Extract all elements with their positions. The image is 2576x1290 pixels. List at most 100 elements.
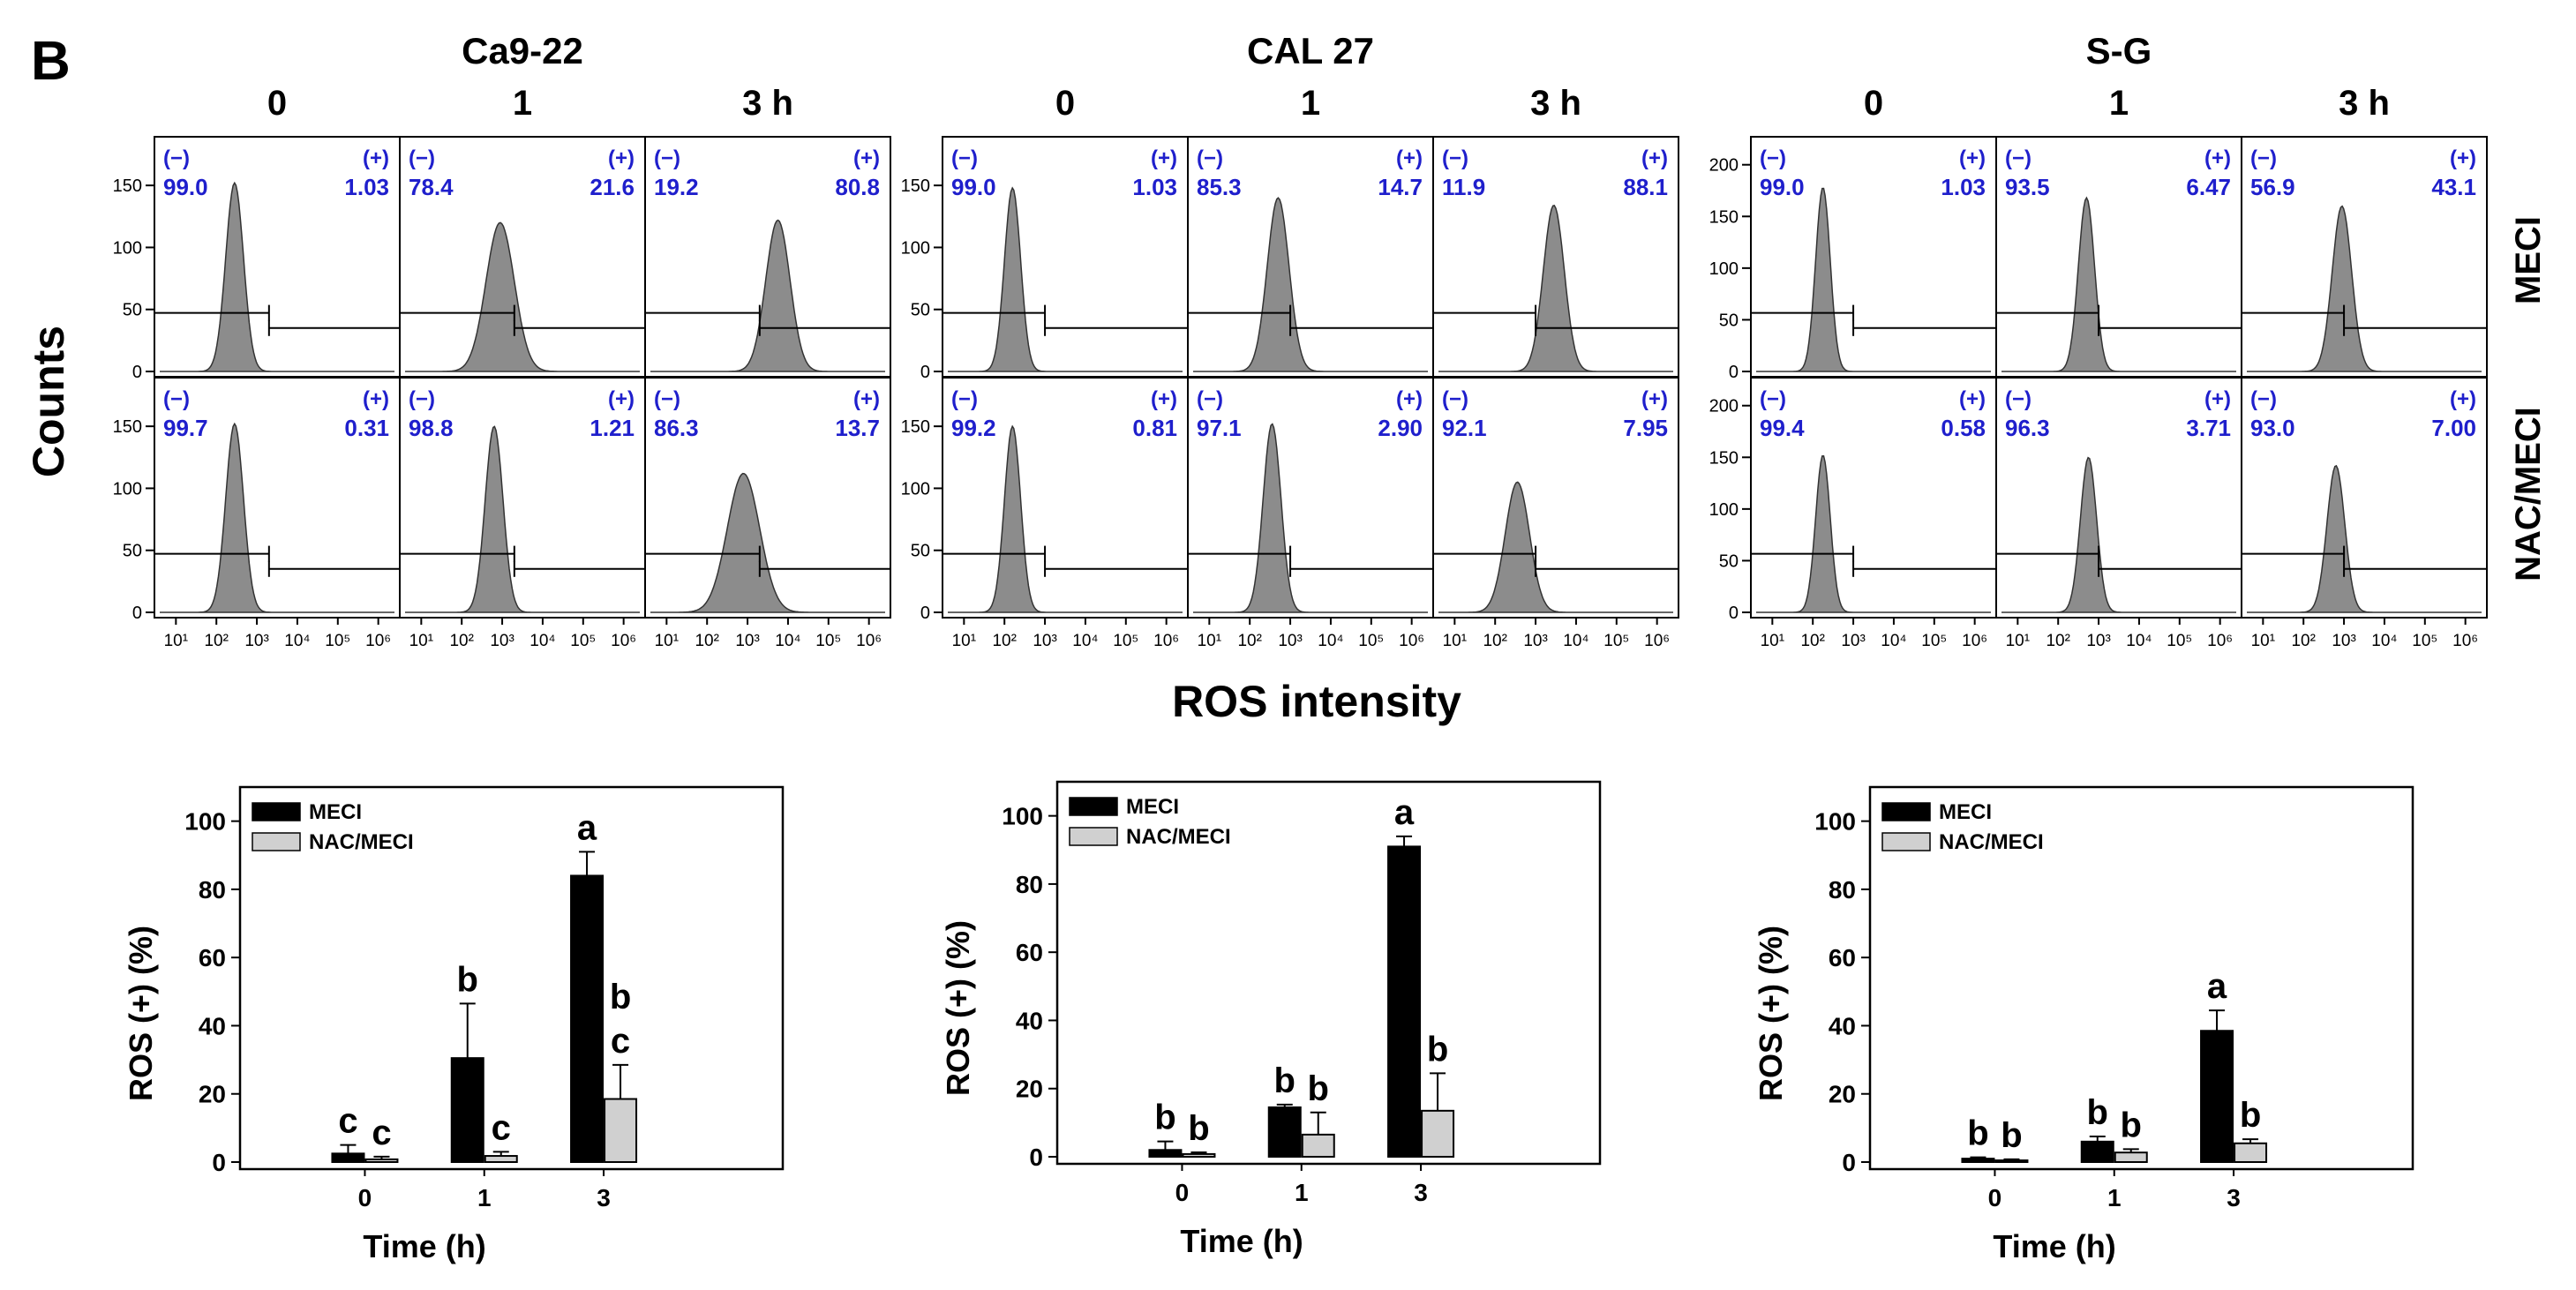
positive-percent: 88.1 (1623, 174, 1668, 200)
y-tick-label: 50 (1719, 311, 1739, 330)
negative-percent: 99.2 (951, 415, 996, 441)
y-tick-label: 150 (113, 176, 142, 196)
x-tick-label: 10⁴ (1563, 632, 1588, 650)
time-label: 3 h (1530, 84, 1581, 123)
negative-percent: 19.2 (654, 174, 699, 200)
significance-letter: b (1154, 1099, 1175, 1137)
negative-percent: 11.9 (1442, 174, 1485, 200)
y-tick-label: 40 (1016, 1007, 1043, 1034)
x-tick-label: 10³ (2086, 632, 2110, 650)
x-tick-label: 10⁵ (1113, 632, 1138, 650)
positive-percent: 1.03 (344, 174, 389, 200)
significance-letter: b (1274, 1061, 1296, 1100)
bar (2080, 1140, 2114, 1164)
y-tick-label: 0 (212, 1149, 226, 1176)
histogram-panel: (−) (+) 99.2 0.81 10¹ 10² 10³ 10⁴ 10⁵ 10⁶ (942, 377, 1189, 650)
x-tick-label: 1 (1295, 1179, 1309, 1206)
legend-label: NAC/MECI (309, 830, 414, 854)
significance-letter: a (2207, 967, 2227, 1006)
histogram-panel: (−) (+) 11.9 88.1 (1432, 136, 1679, 378)
x-tick-label: 10¹ (1761, 632, 1784, 650)
significance-letter: b (2121, 1106, 2142, 1144)
panel-frame (154, 377, 401, 619)
significance-letter: b (2087, 1093, 2108, 1132)
significance-letter: b (1308, 1069, 1329, 1108)
negative-percent: 93.5 (2005, 174, 2050, 200)
negative-percent: 93.0 (2250, 415, 2295, 441)
significance-letter: b (1188, 1109, 1209, 1148)
chart-frame (238, 785, 785, 1171)
x-tick-label: 10⁴ (775, 632, 800, 650)
positive-percent: 1.03 (1132, 174, 1177, 200)
positive-percent: 0.58 (1941, 415, 1986, 441)
x-tick-label: 10⁴ (1072, 632, 1098, 650)
x-tick-label: 10⁵ (570, 632, 596, 650)
gate-neg-label: (−) (1197, 387, 1223, 411)
x-tick-label: 3 (597, 1184, 611, 1211)
significance-letter: a (1394, 793, 1415, 832)
positive-percent: 7.95 (1623, 415, 1668, 441)
histogram-panel: (−) (+) 78.4 21.6 (399, 136, 646, 378)
panel-frame (644, 377, 891, 619)
x-tick-label: 10⁶ (2452, 632, 2478, 650)
negative-percent: 98.8 (409, 415, 454, 441)
y-axis-label: ROS (+) (%) (123, 926, 159, 1101)
gate-neg-label: (−) (951, 387, 978, 411)
y-tick-label: 100 (184, 808, 226, 836)
histogram-curve (1193, 197, 1428, 372)
y-tick-label: 0 (1029, 1144, 1043, 1171)
histogram-panel: (−) (+) 85.3 14.7 (1187, 136, 1434, 378)
x-tick-label: 10⁵ (815, 632, 841, 650)
negative-percent: 99.0 (1760, 174, 1805, 200)
y-tick-label: 150 (113, 417, 142, 437)
bar (604, 1098, 638, 1163)
significance-letter: b (2240, 1096, 2261, 1135)
x-tick-label: 10³ (1523, 632, 1547, 650)
histogram-panel: (−) (+) 99.4 0.58 10¹ 10² 10³ 10⁴ 10⁵ 10⁶ (1750, 377, 1997, 650)
y-tick-label: 100 (1814, 808, 1856, 836)
x-tick-label: 10² (1800, 632, 1824, 650)
x-tick-label: 10³ (1033, 632, 1056, 650)
gate-neg-label: (−) (1760, 146, 1786, 170)
negative-percent: 86.3 (654, 415, 699, 441)
gate-pos-label: (+) (608, 146, 635, 170)
bar (1961, 1158, 1995, 1163)
legend-label: MECI (309, 800, 362, 824)
time-label: 1 (1301, 84, 1320, 123)
gate-neg-label: (−) (1760, 387, 1786, 411)
gate-neg-label: (−) (2250, 146, 2277, 170)
x-tick-label: 10⁶ (856, 632, 882, 650)
positive-percent: 2.90 (1378, 415, 1423, 441)
gate-pos-label: (+) (363, 146, 389, 170)
histogram-curve (650, 472, 885, 613)
x-tick-label: 10⁵ (2167, 632, 2192, 650)
y-tick-label: 0 (1842, 1149, 1856, 1176)
x-tick-label: 1 (477, 1184, 492, 1211)
x-tick-label: 10³ (735, 632, 759, 650)
bar (484, 1155, 518, 1163)
gate-neg-label: (−) (654, 146, 680, 170)
x-tick-label: 10² (2291, 632, 2315, 650)
x-tick-label: 3 (1414, 1179, 1428, 1206)
gate-neg-label: (−) (1442, 387, 1468, 411)
x-tick-label: 0 (1988, 1184, 2002, 1211)
histogram-curve (948, 424, 1183, 613)
histogram-curve (1438, 205, 1673, 372)
y-tick-label: 150 (901, 176, 930, 196)
panel-frame (2241, 377, 2488, 619)
gate-pos-label: (+) (1641, 146, 1668, 170)
gate-pos-label: (+) (1151, 387, 1177, 411)
significance-letter: b (457, 960, 478, 999)
x-tick-label: 10⁶ (1399, 632, 1424, 650)
positive-percent: 3.71 (2186, 415, 2231, 441)
x-tick-label: 10⁴ (1881, 632, 1906, 650)
histogram-curve (2247, 464, 2482, 613)
histogram-panel: (−) (+) 92.1 7.95 10¹ 10² 10³ 10⁴ 10⁵ 10⁶ (1432, 377, 1679, 650)
y-tick-label: 150 (901, 417, 930, 437)
bar (1421, 1109, 1455, 1159)
histogram-panel: (−) (+) 96.3 3.71 10¹ 10² 10³ 10⁴ 10⁵ 10⁶ (1995, 377, 2242, 650)
y-tick-label: 80 (199, 876, 226, 904)
y-tick-label: 20 (1016, 1076, 1043, 1103)
